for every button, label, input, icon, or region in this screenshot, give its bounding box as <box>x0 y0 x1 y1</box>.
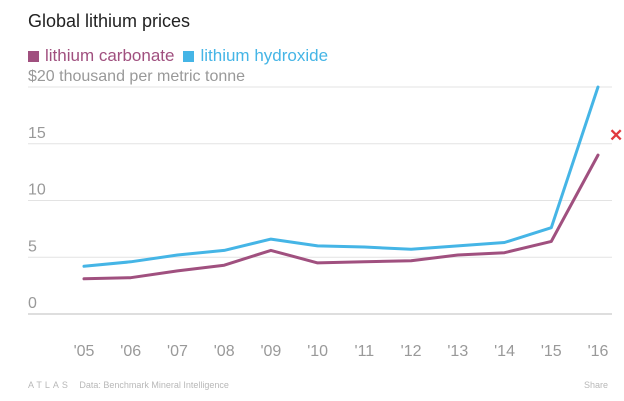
y-tick-label: 15 <box>28 125 46 142</box>
close-icon[interactable]: ✕ <box>609 126 624 145</box>
x-tick-label: '10 <box>307 343 328 360</box>
series-lines <box>82 85 600 281</box>
x-tick-label: '16 <box>588 343 609 360</box>
x-tick-label: '13 <box>447 343 468 360</box>
y-tick-label: 10 <box>28 182 46 199</box>
x-tick-label: '09 <box>260 343 281 360</box>
legend-item-lithium-carbonate: lithium carbonate <box>28 46 174 66</box>
x-tick-label: '11 <box>355 343 375 360</box>
legend-swatch-hydroxide <box>183 50 195 62</box>
legend-label-carbonate: lithium carbonate <box>45 46 175 65</box>
x-tick-label: '06 <box>120 343 141 360</box>
x-tick-label: '14 <box>494 343 515 360</box>
legend-label-hydroxide: lithium hydroxide <box>200 46 329 65</box>
x-tick-label: '08 <box>214 343 235 360</box>
y-axis-labels: 0 5 10 15 $20 thousand per metric tonne <box>28 68 245 312</box>
x-tick-label: '07 <box>167 343 188 360</box>
footer-source: ATLAS Data: Benchmark Mineral Intelligen… <box>28 380 229 390</box>
chart-title: Global lithium prices <box>28 11 191 31</box>
series-line-lithium-hydroxide <box>82 85 600 268</box>
share-link[interactable]: Share <box>583 380 608 390</box>
y-axis-unit-label: $20 thousand per metric tonne <box>28 68 245 85</box>
chart-legend: lithium carbonate lithium hydroxide <box>28 46 337 66</box>
source-text: Data: Benchmark Mineral Intelligence <box>79 380 229 390</box>
y-tick-label: 0 <box>28 295 37 312</box>
x-tick-label: '15 <box>541 343 562 360</box>
grid-lines <box>28 86 612 315</box>
atlas-logo: ATLAS <box>28 380 71 390</box>
x-tick-label: '12 <box>401 343 422 360</box>
legend-item-lithium-hydroxide: lithium hydroxide <box>183 46 328 66</box>
x-axis-labels: '05 '06 '07 '08 '09 '10 '11 '12 '13 '14 '15 '16 <box>74 343 609 360</box>
series-line-lithium-carbonate <box>82 153 600 281</box>
legend-swatch-carbonate <box>28 50 39 62</box>
y-tick-label: 5 <box>28 238 37 255</box>
x-tick-label: '05 <box>74 343 95 360</box>
